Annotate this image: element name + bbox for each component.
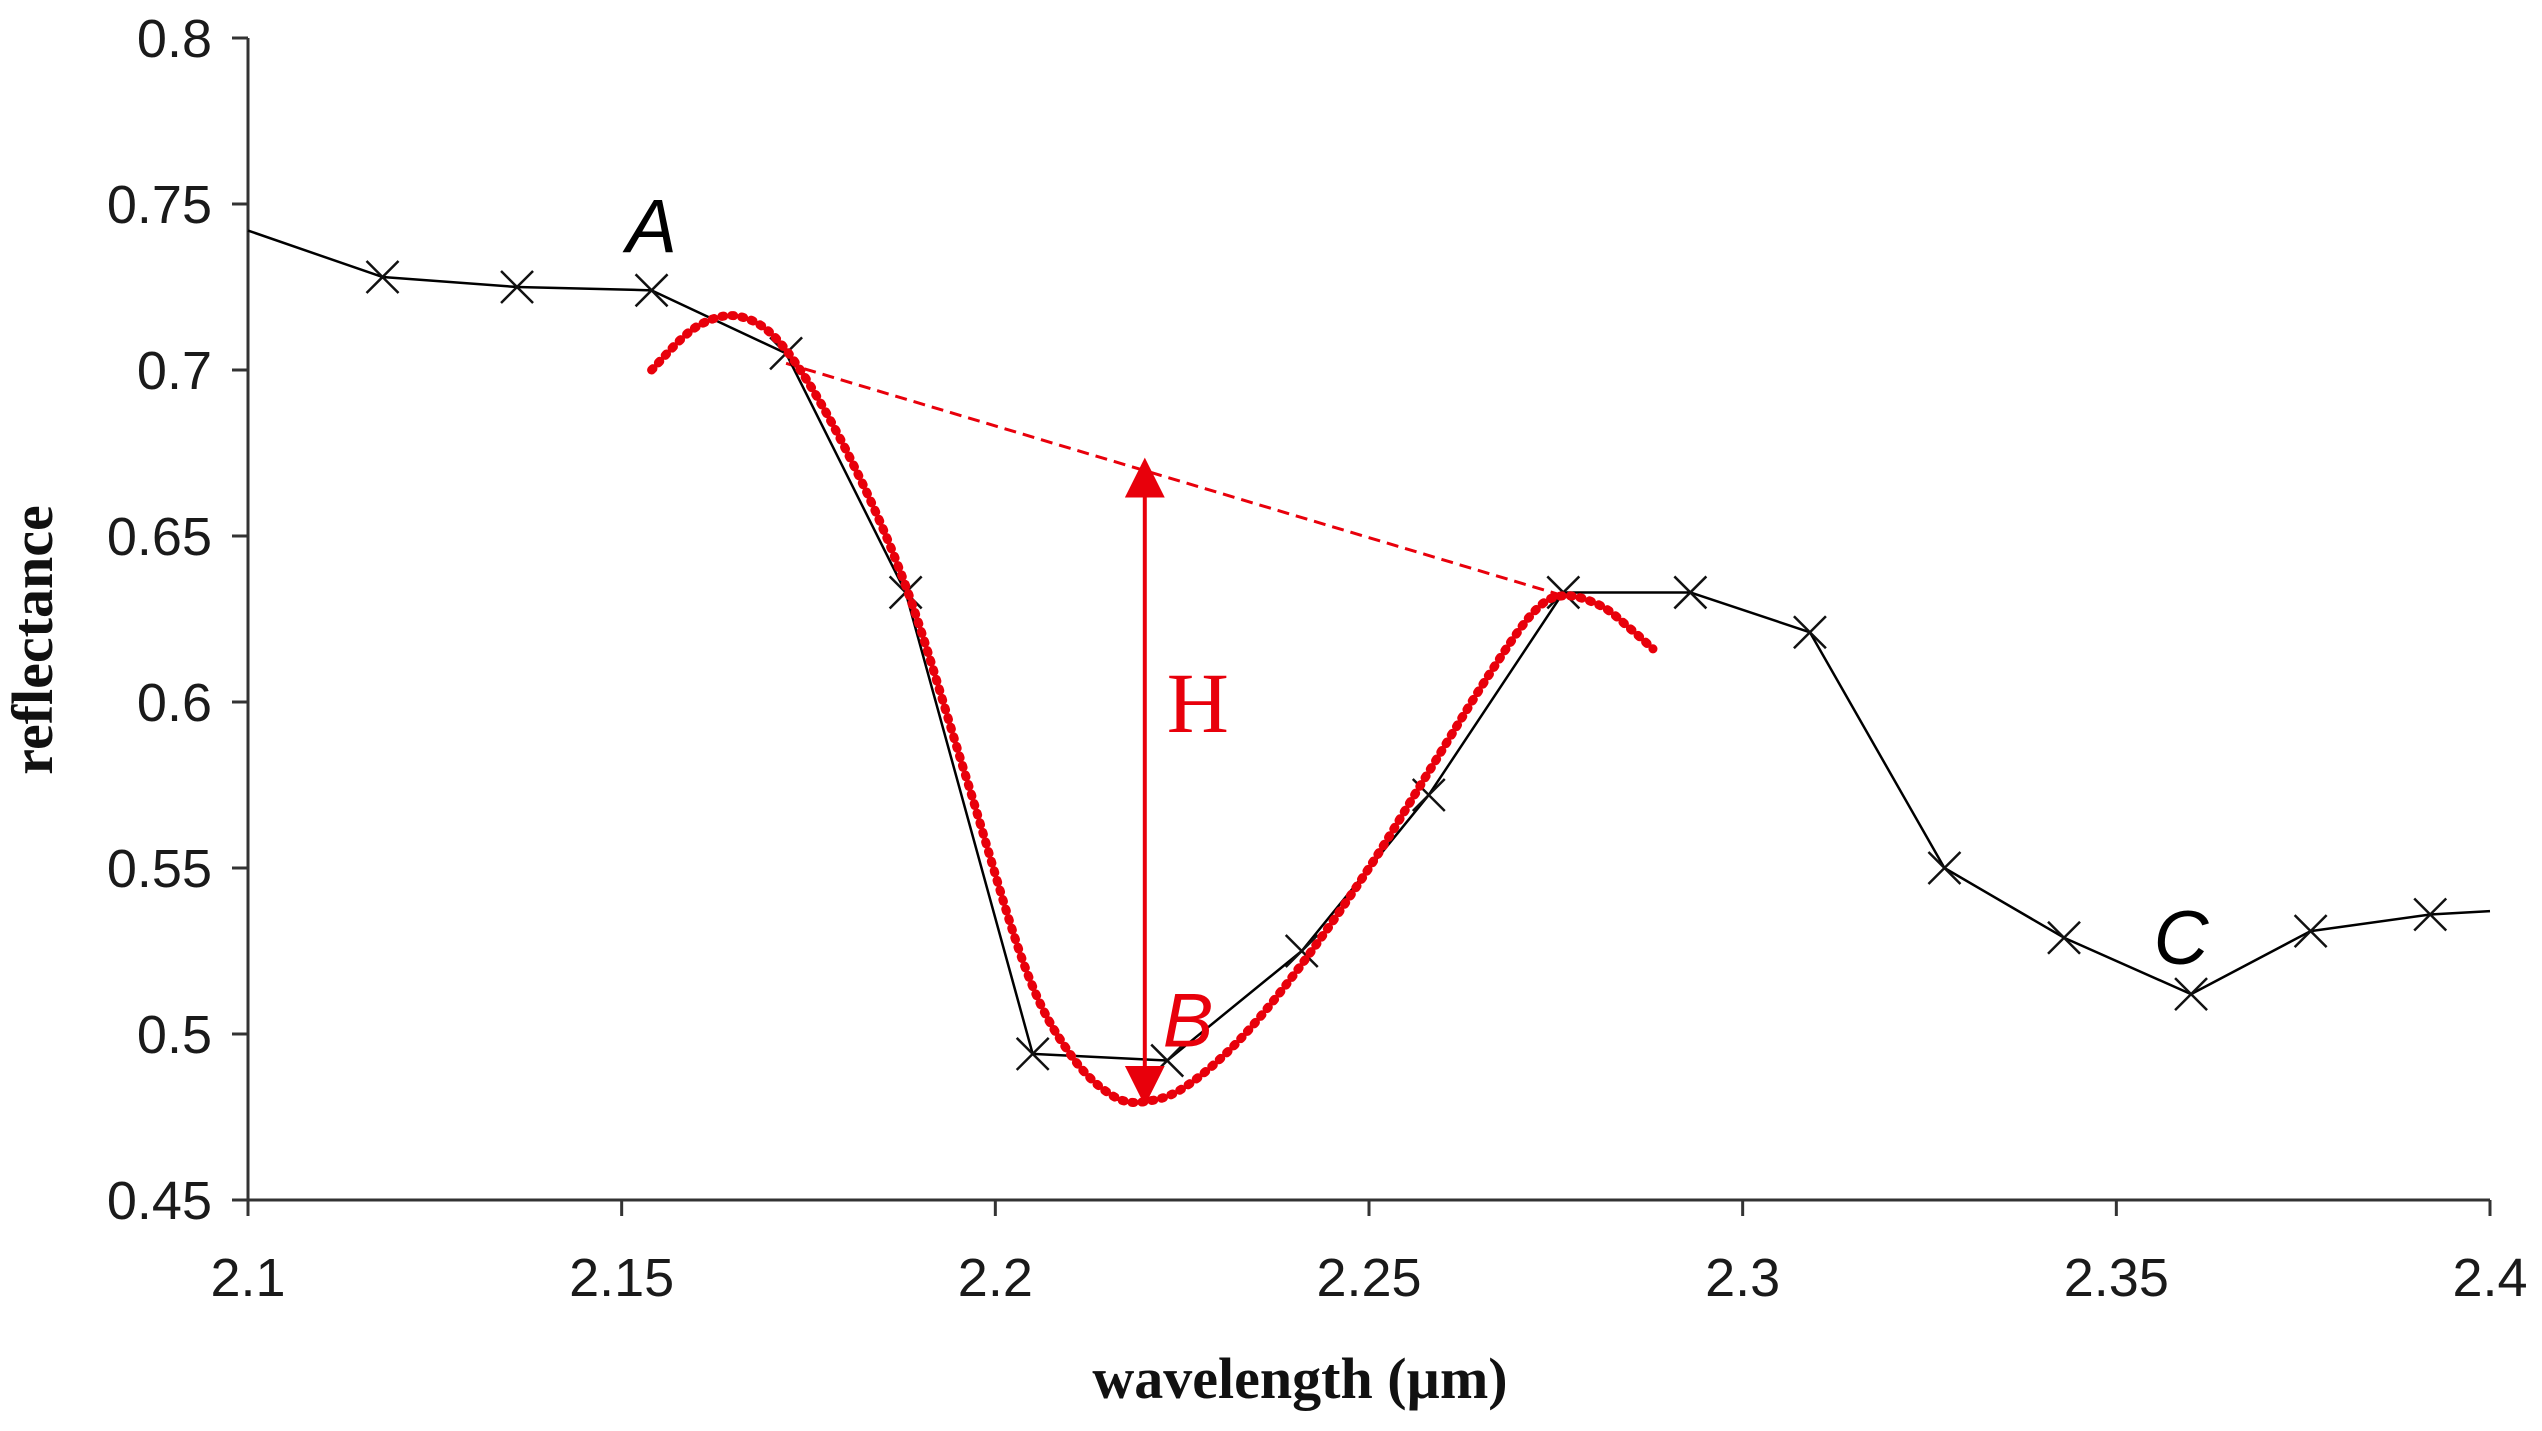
x-tick-label: 2.4 <box>2452 1248 2527 1308</box>
x-tick-label: 2.1 <box>210 1248 285 1308</box>
annotations: A B C H <box>622 184 2210 1106</box>
y-tick-label: 0.65 <box>107 507 212 567</box>
spectrum-marker <box>1793 615 1827 650</box>
x-tick-label: 2.15 <box>569 1248 674 1308</box>
spectrum-marker <box>1284 934 1319 968</box>
annotation-label-b: B <box>1163 978 1214 1063</box>
marker-stroke <box>634 273 669 308</box>
spectrum-marker <box>500 270 534 304</box>
marker-stroke <box>2293 914 2328 948</box>
marker-stroke <box>2174 977 2208 1012</box>
annotation-label-a: A <box>622 184 677 269</box>
spectrum-marker <box>365 260 400 294</box>
spectrum-marker <box>2413 897 2448 932</box>
marker-stroke <box>365 260 400 294</box>
y-tick-label: 0.6 <box>137 673 212 733</box>
spectrum-marker <box>634 273 669 308</box>
x-tick-label: 2.2 <box>958 1248 1033 1308</box>
y-tick-label: 0.8 <box>137 9 212 69</box>
y-tick-label: 0.45 <box>107 1171 212 1231</box>
y-axis-title: reflectance <box>0 505 65 774</box>
spectrum-marker <box>2174 977 2208 1012</box>
marker-stroke <box>1793 615 1827 650</box>
x-tick-label: 2.35 <box>2064 1248 2169 1308</box>
axes <box>246 38 2490 1202</box>
x-tick-label: 2.25 <box>1316 1248 1421 1308</box>
marker-stroke <box>2413 897 2448 932</box>
marker-stroke <box>1284 934 1319 968</box>
tick-marks <box>232 36 2492 1216</box>
marker-stroke <box>1673 575 1708 610</box>
marker-stroke <box>2047 920 2081 955</box>
marker-stroke <box>1411 778 1446 812</box>
y-tick-labels: 0.45 0.5 0.55 0.6 0.65 0.7 0.75 0.8 <box>107 9 212 1231</box>
x-tick-labels: 2.1 2.15 2.2 2.25 2.3 2.35 2.4 <box>210 1248 2527 1308</box>
y-tick-label: 0.7 <box>137 341 212 401</box>
y-tick-label: 0.5 <box>137 1005 212 1065</box>
marker-stroke <box>500 270 534 304</box>
continuum-line <box>785 361 1564 598</box>
marker-stroke <box>1927 851 1962 885</box>
spectrum-marker <box>1673 575 1708 610</box>
y-tick-label: 0.75 <box>107 175 212 235</box>
x-tick-label: 2.3 <box>1705 1248 1780 1308</box>
annotation-label-h: H <box>1167 655 1229 751</box>
y-tick-label: 0.55 <box>107 839 212 899</box>
spectrum-marker <box>2047 920 2081 955</box>
marker-stroke <box>1015 1037 1050 1071</box>
spectrum-marker <box>2293 914 2328 948</box>
spectrum-marker <box>1015 1037 1050 1071</box>
spectrum-marker <box>1927 851 1962 885</box>
fitted-curve <box>647 311 1658 1107</box>
x-axis-title: wavelength (µm) <box>1092 1346 1507 1411</box>
annotation-label-c: C <box>2154 896 2210 981</box>
